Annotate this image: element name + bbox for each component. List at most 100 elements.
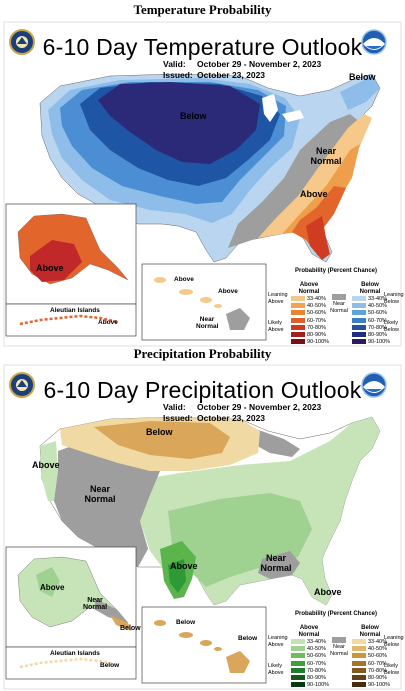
prec-legend-above-swatch [291, 646, 305, 652]
prec-legend-below-swatch [352, 660, 366, 666]
temp-legend-below-swatch [352, 339, 366, 345]
label-below-north: Below [146, 427, 173, 437]
precipitation-legend: Probability (Percent Chance) [272, 611, 400, 618]
legend-below-header-2: Below Normal [359, 625, 381, 638]
issued-date-2: October 23, 2023 [197, 413, 266, 423]
prec-legend-below-range: 90-100% [368, 682, 391, 689]
temp-legend-above-row: 40-50% [291, 303, 327, 310]
temp-legend-above-swatch [291, 317, 305, 323]
temp-legend-above-row: 90-100% [291, 339, 330, 346]
prec-legend-below-swatch [352, 653, 366, 659]
legend-near-normal-swatch-2 [332, 637, 346, 643]
legend-near-normal-text: Near Normal [330, 301, 348, 314]
label-above-alaska-2: Above [40, 583, 65, 592]
temp-legend-below-row: 90-100% [352, 339, 390, 346]
temp-legend-above-swatch [291, 331, 305, 337]
issued-label-2: Issued: [163, 413, 193, 423]
prec-legend-below-range: 60-70% [368, 660, 387, 667]
temp-legend-above-swatch [291, 296, 305, 302]
prec-legend-above-row: 60-70% [291, 661, 327, 668]
prec-legend-above-row: 33-40% [291, 639, 327, 646]
legend-likely-below: Likely Below [384, 320, 399, 333]
prec-legend-above-swatch [291, 639, 305, 645]
label-below-aleutian: Below [100, 662, 120, 669]
temp-legend-below-swatch [352, 310, 366, 316]
legend-above-column: Above Normal 33-40% 40-50% 50-60% 60-70% 70-… [291, 282, 330, 346]
temp-legend-above-swatch [291, 324, 305, 330]
prec-legend-below-range: 80-90% [368, 674, 387, 681]
temp-legend-above-swatch [291, 303, 305, 309]
temp-legend-above-range: 40-50% [307, 303, 326, 310]
legend-title-2: Probability (Percent Chance) [294, 611, 378, 617]
temp-legend-above-range: 60-70% [307, 317, 326, 324]
label-hi-below-1: Below [176, 619, 196, 626]
temp-legend-below-row: 40-50% [352, 303, 388, 310]
prec-legend-above-range: 90-100% [307, 682, 330, 689]
legend-above-column-2: Above Normal 33-40% 40-50% 50-60% 60-70% 70-… [291, 625, 330, 689]
prec-legend-above-range: 80-90% [307, 674, 326, 681]
prec-legend-below-row: 50-60% [352, 653, 388, 660]
prec-legend-below-swatch [352, 682, 366, 688]
temp-legend-below-swatch [352, 331, 366, 337]
label-hi-above-1: Above [174, 276, 194, 283]
commerce-seal-icon [9, 29, 35, 55]
temp-legend-above-row: 50-60% [291, 310, 327, 317]
temp-legend-above-row: 70-80% [291, 325, 327, 332]
prec-legend-below-row: 40-50% [352, 646, 388, 653]
legend-likely-above: Likely Above [268, 320, 284, 333]
prec-legend-above-swatch [291, 653, 305, 659]
prec-legend-below-swatch [352, 646, 366, 652]
prec-legend-below-swatch [352, 674, 366, 680]
temp-legend-below-row: 33-40% [352, 296, 388, 303]
label-above-se: Above [300, 189, 328, 199]
valid-dates: October 29 - November 2, 2023 [197, 59, 322, 69]
prec-legend-below-range: 70-80% [368, 667, 387, 674]
legend-leaning-below-2: Leaning Below [384, 635, 404, 648]
temp-legend-above-row: 60-70% [291, 318, 327, 325]
label-near-normal-se: Near Normal [260, 553, 292, 573]
prec-legend-below-range: 40-50% [368, 646, 387, 653]
temp-legend-below-range: 33-40% [368, 296, 387, 302]
prec-legend-below-row: 80-90% [352, 675, 388, 682]
label-near-normal-alaska: Near Normal [82, 597, 108, 611]
legend-below-header: Below Normal [359, 282, 381, 295]
prec-legend-below-row: 60-70% [352, 661, 388, 668]
label-above-alaska: Above [36, 263, 64, 273]
temp-legend-below-row: 50-60% [352, 310, 388, 317]
valid-label: Valid: [163, 59, 186, 69]
temp-legend-below-range: 50-60% [368, 310, 387, 317]
temp-legend-above-row: 80-90% [291, 332, 327, 339]
temp-legend-above-range: 33-40% [307, 296, 326, 302]
legend-near-normal-2: Near Normal [330, 637, 348, 658]
legend-above-header: Above Normal [298, 282, 320, 295]
precipitation-valid-issued: Valid: October 29 - November 2, 2023 Issu… [163, 402, 321, 424]
prec-legend-below-range: 50-60% [368, 653, 387, 660]
label-aleutian-islands: Aleutian Islands [50, 307, 100, 314]
prec-legend-below-range: 33-40% [368, 639, 387, 645]
legend-near-normal-text-2: Near Normal [330, 644, 348, 657]
issued-date: October 23, 2023 [197, 70, 266, 80]
label-below-ne: Below [349, 72, 376, 82]
label-near-normal: Near Normal [310, 146, 342, 166]
temp-legend-above-range: 90-100% [307, 339, 330, 346]
legend-leaning-below: Leaning Below [384, 292, 404, 305]
prec-legend-below-row: 33-40% [352, 639, 388, 646]
issued-label: Issued: [163, 70, 193, 80]
temp-legend-above-range: 70-80% [307, 324, 326, 331]
prec-legend-below-row: 70-80% [352, 668, 388, 675]
label-hi-below-2: Below [238, 635, 258, 642]
prec-legend-above-row: 70-80% [291, 668, 327, 675]
temp-legend-below-range: 60-70% [368, 317, 387, 324]
label-below-alaska: Below [120, 625, 141, 632]
label-below-main: Below [180, 111, 207, 121]
prec-legend-below-swatch [352, 639, 366, 645]
prec-legend-above-row: 80-90% [291, 675, 327, 682]
label-above-florida: Above [314, 587, 342, 597]
legend-likely-below-2: Likely Below [384, 663, 399, 676]
temp-legend-below-row: 80-90% [352, 332, 388, 339]
precipitation-title: 6-10 Day Precipitation Outlook [43, 377, 362, 403]
temp-legend-below-swatch [352, 296, 366, 302]
commerce-seal-icon-2 [9, 372, 35, 398]
prec-legend-below-row: 90-100% [352, 682, 391, 689]
temp-legend-below-row: 60-70% [352, 318, 388, 325]
